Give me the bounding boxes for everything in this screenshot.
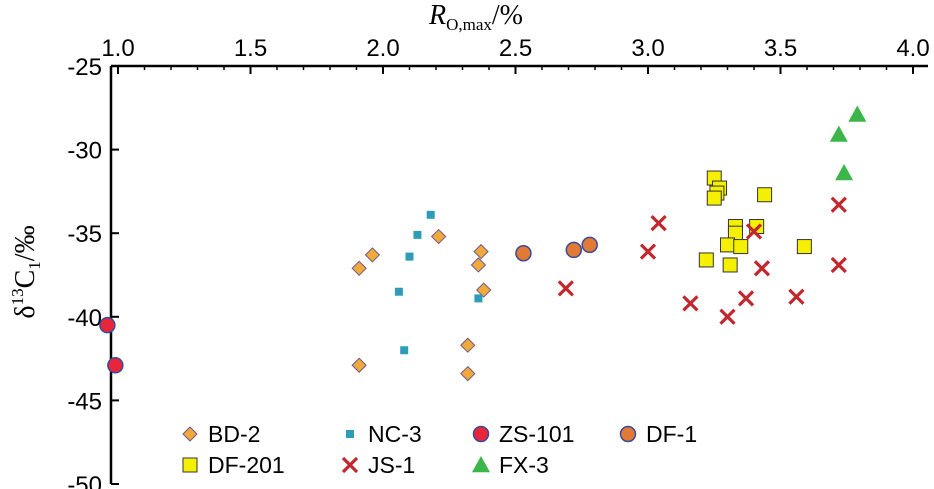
data-point bbox=[720, 237, 735, 253]
data-point bbox=[565, 241, 583, 259]
x-axis-title-main: R bbox=[428, 0, 446, 31]
y-axis-title-sup: 13 bbox=[8, 288, 27, 305]
y-axis-title-sub: 1 bbox=[25, 261, 44, 270]
legend-marker bbox=[182, 457, 198, 473]
data-point bbox=[829, 125, 848, 142]
series-js-1 bbox=[557, 196, 847, 325]
legend-marker bbox=[341, 456, 359, 474]
data-point bbox=[351, 357, 367, 373]
y-ticks: -25 -30 -35 -40 -45 -50 bbox=[67, 54, 119, 489]
data-point bbox=[426, 210, 435, 219]
legend-label: DF-201 bbox=[208, 452, 285, 478]
legend-label: JS-1 bbox=[368, 452, 415, 478]
legend-label: DF-1 bbox=[646, 421, 697, 447]
series-nc-3 bbox=[394, 210, 483, 355]
x-axis-title: RO,max/% bbox=[428, 0, 523, 34]
legend-item: JS-1 bbox=[341, 452, 415, 478]
data-point bbox=[515, 245, 532, 262]
data-point bbox=[698, 252, 714, 268]
data-point bbox=[470, 257, 487, 273]
x-tick-label: 1.5 bbox=[234, 35, 267, 62]
x-tick-label: 3.5 bbox=[764, 35, 797, 62]
data-point bbox=[706, 190, 722, 206]
y-tick-label: -50 bbox=[67, 472, 102, 489]
y-tick-label: -25 bbox=[67, 54, 102, 81]
data-point bbox=[557, 280, 574, 297]
legend-item: DF-201 bbox=[182, 452, 285, 478]
legend-marker bbox=[182, 426, 198, 442]
data-point bbox=[719, 308, 736, 325]
data-point bbox=[830, 196, 847, 213]
x-tick-label: 4.0 bbox=[896, 35, 929, 62]
data-point bbox=[460, 365, 476, 382]
legend-item: FX-3 bbox=[472, 452, 549, 478]
data-point bbox=[581, 236, 598, 254]
legend-label: ZS-101 bbox=[499, 421, 574, 447]
y-axis-title-delta: δ bbox=[10, 305, 41, 318]
data-point bbox=[364, 247, 381, 263]
data-point bbox=[757, 187, 773, 203]
data-point bbox=[835, 164, 854, 181]
y-axis-title: δ13C1/‰ bbox=[8, 225, 44, 318]
series-fx-3 bbox=[829, 105, 867, 181]
legend-marker bbox=[346, 430, 354, 438]
data-point bbox=[474, 294, 483, 303]
legend-item: BD-2 bbox=[182, 421, 260, 447]
y-axis-title-main: C bbox=[10, 270, 41, 289]
legend: BD-2 NC-3 ZS-101 DF-1 DF-201 JS-1 FX-3 bbox=[182, 421, 697, 478]
y-axis-title-unit: /‰ bbox=[10, 225, 41, 261]
data-point bbox=[848, 105, 867, 122]
data-point bbox=[733, 239, 749, 255]
data-point bbox=[430, 228, 447, 245]
x-tick-label: 1.0 bbox=[101, 35, 134, 62]
data-point bbox=[400, 346, 409, 355]
data-point bbox=[753, 260, 771, 277]
data-point bbox=[475, 282, 492, 298]
x-axis-title-unit: /% bbox=[492, 0, 523, 31]
data-point bbox=[460, 337, 476, 353]
data-point bbox=[394, 287, 403, 296]
data-point bbox=[107, 357, 124, 374]
data-point bbox=[650, 215, 667, 232]
legend-item: NC-3 bbox=[346, 421, 422, 447]
data-points bbox=[99, 105, 867, 382]
data-point bbox=[788, 288, 805, 305]
series-df-201 bbox=[698, 170, 812, 273]
x-tick-label: 2.0 bbox=[366, 35, 399, 62]
x-tick-label: 2.5 bbox=[499, 35, 532, 62]
y-tick-label: -30 bbox=[67, 138, 102, 165]
data-point bbox=[351, 260, 367, 277]
legend-item: ZS-101 bbox=[472, 421, 574, 447]
legend-label: NC-3 bbox=[368, 421, 422, 447]
x-tick-label: 3.0 bbox=[631, 35, 664, 62]
series-bd-2 bbox=[351, 228, 492, 382]
data-point bbox=[639, 243, 657, 260]
data-point bbox=[830, 256, 847, 274]
legend-marker bbox=[472, 456, 490, 473]
legend-marker bbox=[472, 425, 490, 443]
data-point bbox=[473, 243, 489, 260]
x-axis-title-sub: O,max bbox=[446, 15, 492, 34]
data-point bbox=[413, 230, 422, 239]
data-point bbox=[796, 239, 812, 255]
y-tick-label: -45 bbox=[67, 388, 102, 415]
data-point bbox=[745, 223, 763, 240]
legend-item: DF-1 bbox=[619, 421, 697, 447]
y-tick-label: -35 bbox=[67, 221, 102, 248]
legend-label: BD-2 bbox=[208, 421, 260, 447]
series-zs-101 bbox=[99, 316, 124, 374]
data-point bbox=[99, 316, 116, 334]
data-point bbox=[722, 257, 738, 273]
data-point bbox=[405, 252, 414, 261]
legend-marker bbox=[619, 425, 637, 443]
x-ticks: 1.0 1.5 2.0 2.5 3.0 3.5 4.0 bbox=[101, 35, 930, 74]
y-tick-label: -40 bbox=[67, 305, 102, 332]
legend-label: FX-3 bbox=[499, 452, 549, 478]
data-point bbox=[737, 290, 755, 307]
data-point bbox=[682, 295, 699, 312]
series-df-1 bbox=[515, 236, 598, 262]
